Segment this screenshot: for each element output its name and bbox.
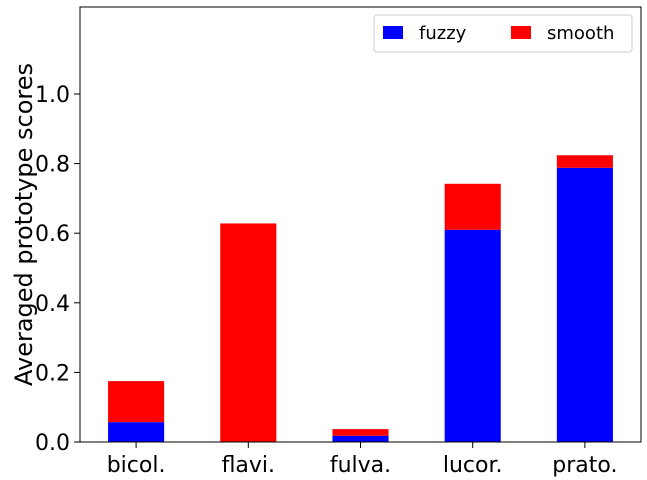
bar-fuzzy-bicol <box>108 422 165 442</box>
y-tick-label: 0.8 <box>35 153 70 178</box>
y-axis-label: Averaged prototype scores <box>10 63 38 386</box>
bar-fuzzy-lucor <box>444 229 501 442</box>
y-axis: 0.0 0.2 0.4 0.6 0.8 1.0 <box>35 83 80 456</box>
legend-label-smooth: smooth <box>547 23 614 44</box>
bar-fuzzy-fulva <box>332 435 389 442</box>
x-tick-label-fulva: fulva. <box>330 453 391 478</box>
x-axis: bicol. flavi. fulva. lucor. prato. <box>107 442 617 478</box>
bars-group <box>108 155 613 442</box>
bar-smooth-lucor <box>444 183 501 230</box>
y-tick-label: 0.2 <box>35 361 70 386</box>
x-tick-label-bicol: bicol. <box>107 453 166 478</box>
bar-smooth-bicol <box>108 381 165 423</box>
bar-fuzzy-prato <box>556 167 613 442</box>
legend-label-fuzzy: fuzzy <box>419 23 467 44</box>
legend-box <box>373 14 633 53</box>
x-tick-label-prato: prato. <box>552 453 617 478</box>
bar-smooth-fulva <box>332 429 389 436</box>
bar-smooth-flavi <box>220 223 277 442</box>
legend-swatch-smooth <box>511 26 531 39</box>
y-tick-label: 0.0 <box>35 431 70 456</box>
y-tick-label: 0.4 <box>35 292 70 317</box>
bar-smooth-prato <box>556 155 613 168</box>
legend-swatch-fuzzy <box>383 26 403 39</box>
legend: fuzzy smooth <box>373 14 633 53</box>
x-tick-label-flavi: flavi. <box>222 453 275 478</box>
y-tick-label: 0.6 <box>35 222 70 247</box>
x-tick-label-lucor: lucor. <box>443 453 503 478</box>
y-tick-label: 1.0 <box>35 83 70 108</box>
